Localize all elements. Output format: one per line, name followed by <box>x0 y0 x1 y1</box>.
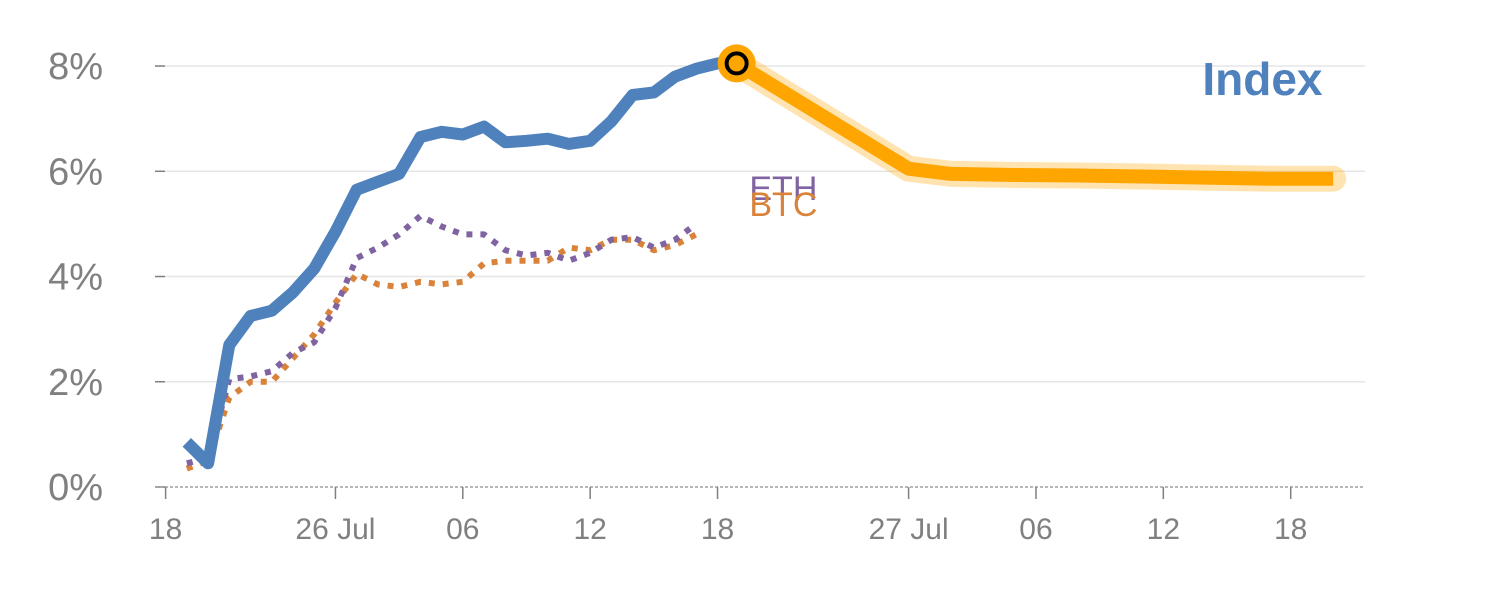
x-tick-label: 18 <box>1274 513 1307 546</box>
x-tick-label: 27 Jul <box>869 513 949 546</box>
y-axis: 0% 2% 4% 6% 8% <box>48 46 165 509</box>
series-label-btc: BTC <box>749 186 817 224</box>
y-tick-label: 6% <box>48 151 103 193</box>
x-tick-label: 12 <box>1147 513 1180 546</box>
y-tick-label: 0% <box>48 467 103 509</box>
x-tick-label: 26 Jul <box>295 513 375 546</box>
x-tick-label: 06 <box>1019 513 1052 546</box>
series-label-eth: ETH <box>749 170 817 208</box>
forecast-line <box>732 57 1334 186</box>
x-tick-label: 18 <box>149 513 182 546</box>
series-line-index <box>182 57 737 470</box>
series-line-btc <box>185 231 698 472</box>
x-axis: 18 26 Jul 06 12 18 27 Jul 06 12 18 <box>149 486 1365 546</box>
y-tick-label: 8% <box>48 46 103 88</box>
y-tick-label: 2% <box>48 362 103 404</box>
x-tick-label: 18 <box>701 513 734 546</box>
x-tick-label: 06 <box>446 513 479 546</box>
series-lines <box>182 44 1347 472</box>
highlight-marker <box>724 51 749 76</box>
series-line-eth <box>186 213 699 467</box>
y-tick-label: 4% <box>48 257 103 299</box>
gridlines <box>155 65 1365 383</box>
x-tick-label: 12 <box>573 513 606 546</box>
series-label-index: Index <box>1202 53 1323 105</box>
